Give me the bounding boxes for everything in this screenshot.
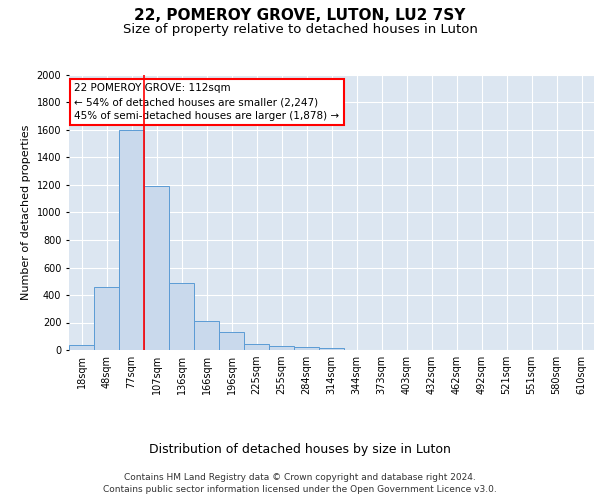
Text: Contains public sector information licensed under the Open Government Licence v3: Contains public sector information licen…	[103, 485, 497, 494]
Bar	[119, 130, 144, 350]
Bar	[319, 348, 344, 350]
Bar	[244, 344, 269, 350]
Bar	[169, 282, 194, 350]
Bar	[269, 346, 294, 350]
Bar	[69, 345, 94, 350]
Text: Distribution of detached houses by size in Luton: Distribution of detached houses by size …	[149, 442, 451, 456]
Text: 22 POMEROY GROVE: 112sqm
← 54% of detached houses are smaller (2,247)
45% of sem: 22 POMEROY GROVE: 112sqm ← 54% of detach…	[74, 83, 340, 121]
Text: 22, POMEROY GROVE, LUTON, LU2 7SY: 22, POMEROY GROVE, LUTON, LU2 7SY	[134, 8, 466, 22]
Bar	[94, 286, 119, 350]
Bar	[194, 321, 219, 350]
Text: Size of property relative to detached houses in Luton: Size of property relative to detached ho…	[122, 22, 478, 36]
Bar	[219, 332, 244, 350]
Bar	[144, 186, 169, 350]
Text: Contains HM Land Registry data © Crown copyright and database right 2024.: Contains HM Land Registry data © Crown c…	[124, 472, 476, 482]
Y-axis label: Number of detached properties: Number of detached properties	[21, 125, 31, 300]
Bar	[294, 347, 319, 350]
